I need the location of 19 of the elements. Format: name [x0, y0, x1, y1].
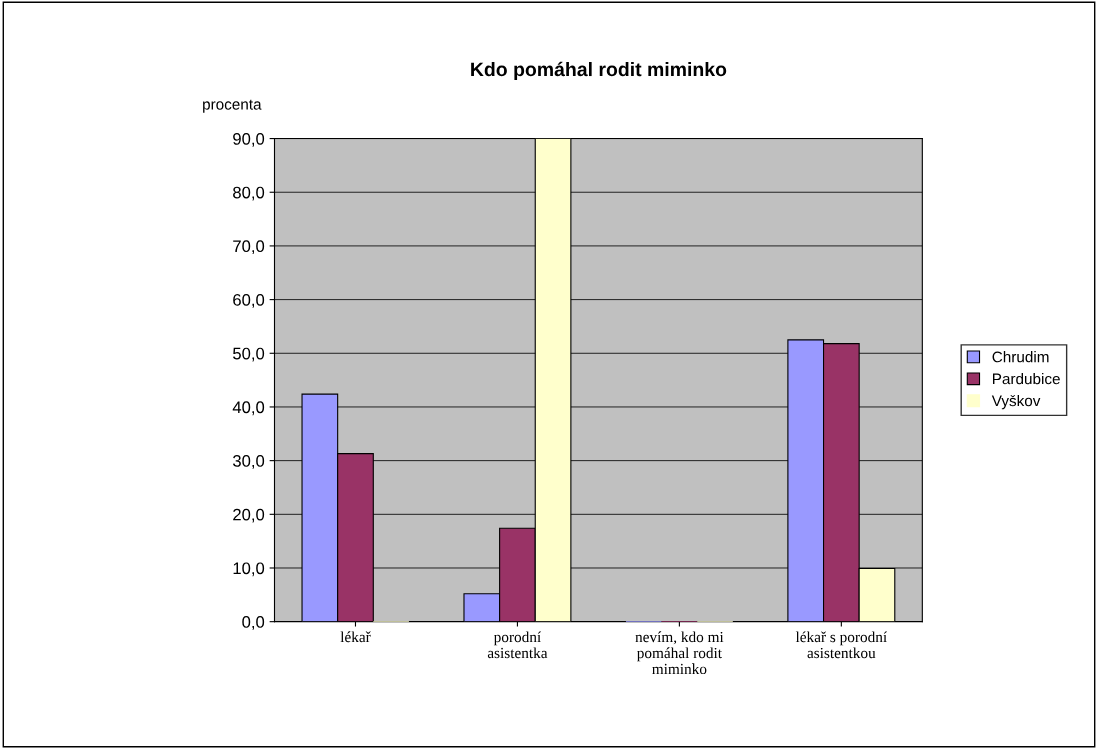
- legend-label: Vyškov: [991, 394, 1041, 410]
- y-tick-label: 0,0: [242, 616, 265, 630]
- y-tick-label: 70,0: [233, 240, 265, 255]
- y-axis-title: procenta: [203, 99, 262, 113]
- x-tick-label: nevím, kdo mi pomáhal rodit miminko: [635, 631, 724, 675]
- legend-label: Pardubice: [993, 373, 1060, 385]
- y-tick-label: 80,0: [233, 186, 265, 201]
- x-tick-label: porodní asistentka: [487, 631, 548, 659]
- x-tick-label: lékař: [340, 631, 371, 643]
- y-tick-label: 90,0: [233, 132, 265, 147]
- y-tick-label: 40,0: [232, 401, 265, 416]
- y-tick-label: 60,0: [233, 294, 265, 308]
- y-tick-label: 50,0: [233, 347, 265, 362]
- y-tick-label: 10,0: [233, 562, 265, 577]
- y-tick-label: 20,0: [233, 508, 265, 523]
- y-tick-label: 30,0: [232, 455, 265, 469]
- x-tick-label: lékař s porodní asistentkou: [795, 631, 887, 659]
- chart-title: Kdo pomáhal rodit miminko: [471, 61, 727, 81]
- legend-label: Chrudim: [992, 351, 1049, 363]
